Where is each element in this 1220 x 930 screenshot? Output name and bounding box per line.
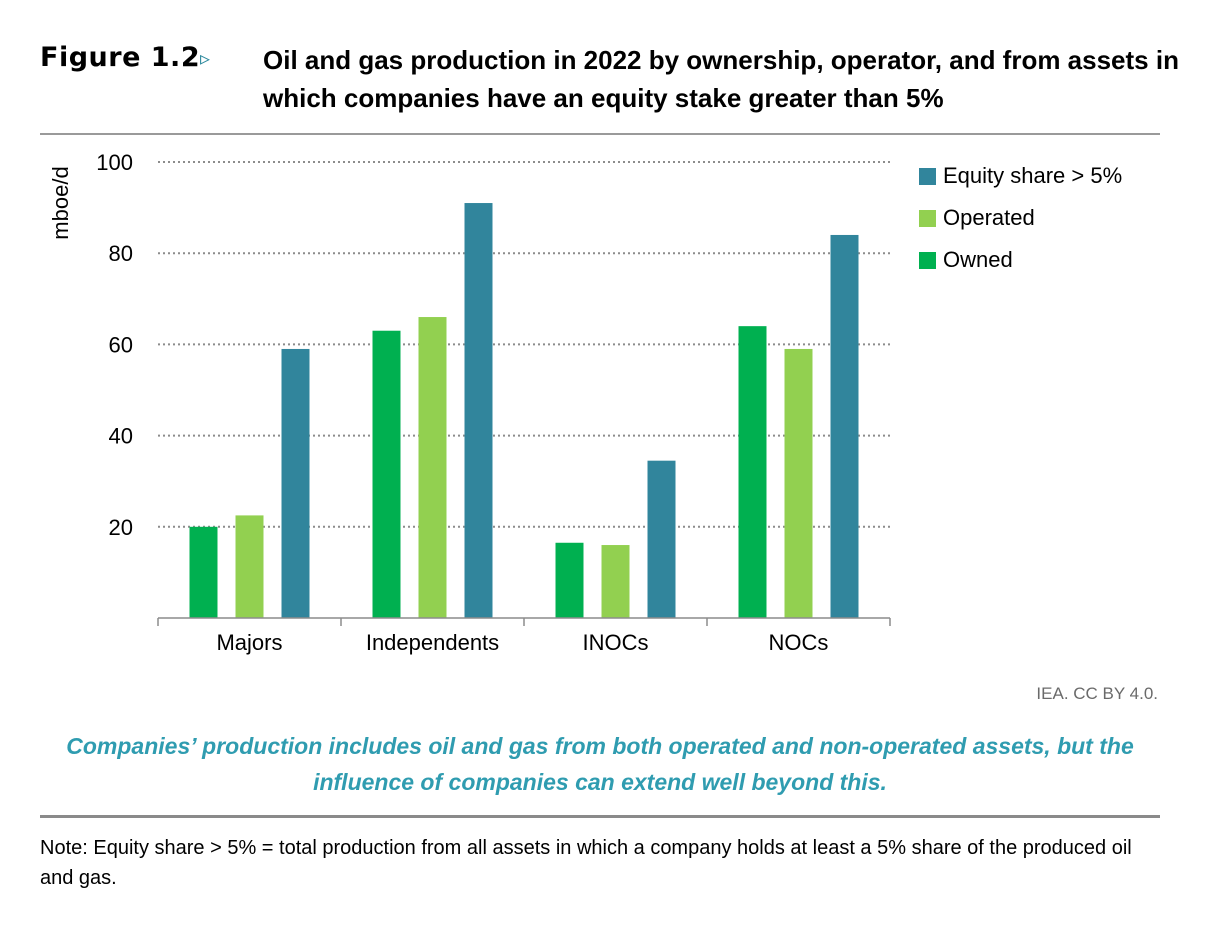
bar-owned-inocs	[555, 542, 584, 618]
y-tick-label: 40	[109, 424, 133, 449]
bar-owned-majors	[189, 526, 218, 618]
y-tick-label: 60	[109, 332, 133, 357]
legend-item: Equity share > 5%	[919, 155, 1122, 197]
legend-label: Operated	[943, 205, 1035, 230]
x-tick-label: NOCs	[769, 630, 829, 655]
legend: Equity share > 5% Operated Owned	[919, 155, 1122, 281]
bar-equity-share-5--inocs	[647, 460, 676, 618]
y-tick-label: 80	[109, 241, 133, 266]
legend-swatch	[919, 167, 936, 185]
figure-label: Figure 1.2	[40, 42, 201, 73]
legend-swatch	[919, 209, 936, 227]
bar-equity-share-5--majors	[281, 348, 310, 618]
credit: IEA. CC BY 4.0.	[1036, 684, 1158, 703]
bar-equity-share-5--independents	[464, 203, 493, 619]
legend-label: Equity share > 5%	[943, 163, 1123, 188]
figure-arrow-icon: ▹	[200, 48, 211, 70]
legend-item: Owned	[919, 239, 1122, 281]
chart: 20 40 60 80 100 Majors Independents INOCs NOCs m…	[48, 150, 891, 655]
x-tick-label: INOCs	[583, 630, 649, 655]
bar-equity-share-5--nocs	[830, 234, 859, 618]
y-tick-label: 20	[109, 515, 133, 540]
top-divider	[40, 133, 1160, 135]
bar-operated-inocs	[601, 545, 630, 618]
bottom-divider	[40, 815, 1160, 818]
legend-swatch	[919, 251, 936, 269]
x-tick-label: Majors	[216, 630, 282, 655]
bar-operated-independents	[418, 317, 447, 618]
y-axis-label: mboe/d	[48, 166, 73, 239]
legend-item: Operated	[919, 197, 1122, 239]
takeaway-text: Companies’ production includes oil and g…	[66, 733, 1134, 795]
legend-label: Owned	[943, 247, 1013, 272]
y-tick-label: 100	[96, 150, 133, 175]
note-text: Note: Equity share > 5% = total producti…	[40, 837, 1132, 889]
bar-operated-majors	[235, 515, 264, 618]
bar-owned-nocs	[738, 326, 767, 618]
figure-title: Oil and gas production in 2022 by owners…	[263, 45, 1179, 113]
bar-operated-nocs	[784, 348, 813, 618]
x-tick-label: Independents	[366, 630, 499, 655]
bar-owned-independents	[372, 330, 401, 618]
